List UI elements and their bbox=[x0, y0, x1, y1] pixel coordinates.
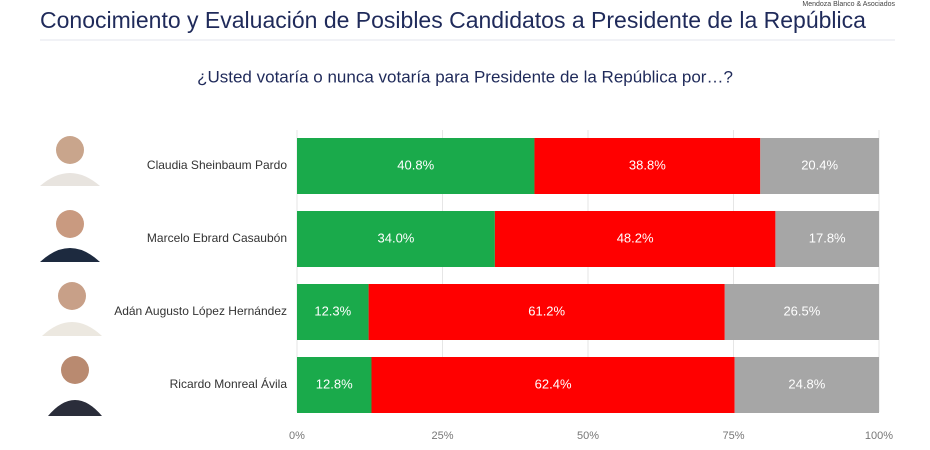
bar-segment bbox=[760, 138, 879, 194]
chart-subtitle: ¿Usted votaría o nunca votaría para Pres… bbox=[197, 67, 733, 86]
photo bbox=[42, 282, 102, 336]
value-label: 24.8% bbox=[788, 376, 825, 391]
value-label: 20.4% bbox=[801, 157, 838, 172]
category-label: Ricardo Monreal Ávila bbox=[170, 376, 288, 391]
source: Mendoza Blanco & Asociados bbox=[802, 1, 895, 8]
photo bbox=[40, 136, 100, 186]
value-label: 12.8% bbox=[316, 376, 353, 391]
value-label: 61.2% bbox=[528, 303, 565, 318]
value-label: 12.3% bbox=[314, 303, 351, 318]
bar-segment bbox=[297, 138, 535, 194]
value-label: 48.2% bbox=[617, 230, 654, 245]
x-tick-label: 75% bbox=[722, 430, 744, 442]
value-label: 34.0% bbox=[378, 230, 415, 245]
value-label: 38.8% bbox=[629, 157, 666, 172]
category-label: Claudia Sheinbaum Pardo bbox=[147, 158, 287, 172]
photo bbox=[40, 210, 100, 262]
x-tick-label: 0% bbox=[289, 430, 305, 442]
value-label: 62.4% bbox=[535, 376, 572, 391]
x-tick-label: 25% bbox=[431, 430, 453, 442]
value-label: 40.8% bbox=[397, 157, 434, 172]
category-label: Adán Augusto López Hernández bbox=[114, 304, 287, 318]
bar-segment bbox=[297, 284, 369, 340]
value-label: 17.8% bbox=[809, 230, 846, 245]
bar-segment bbox=[494, 211, 776, 267]
bar-segment bbox=[775, 211, 879, 267]
bar-segment bbox=[297, 357, 372, 413]
value-label: 26.5% bbox=[783, 303, 820, 318]
bar-segment bbox=[734, 357, 879, 413]
x-tick-label: 50% bbox=[577, 430, 599, 442]
bar-segment bbox=[371, 357, 735, 413]
x-tick-label: 100% bbox=[865, 430, 893, 442]
bar-segment bbox=[368, 284, 725, 340]
bar-segment bbox=[297, 211, 495, 267]
category-label: Marcelo Ebrard Casaubón bbox=[147, 231, 287, 245]
photo bbox=[48, 356, 102, 416]
chart-title: Conocimiento y Evaluación de Posibles Ca… bbox=[40, 7, 866, 33]
bar-segment bbox=[534, 138, 761, 194]
bar-segment bbox=[724, 284, 879, 340]
photos bbox=[40, 136, 102, 416]
